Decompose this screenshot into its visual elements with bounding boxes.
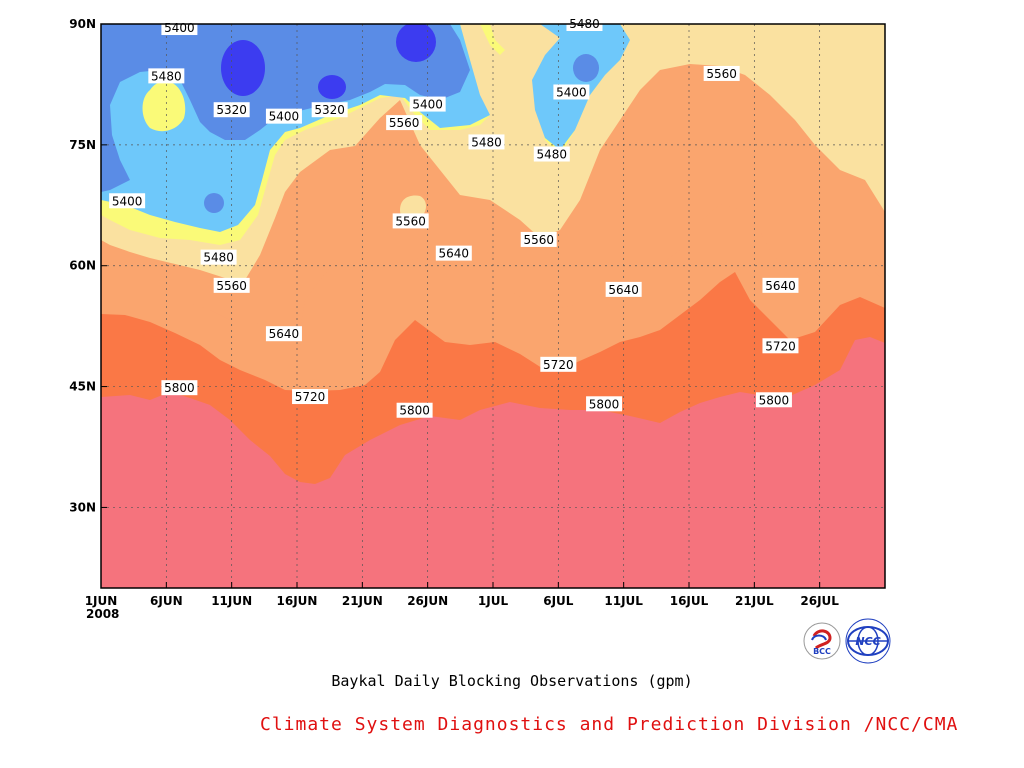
contour-label: 5560 <box>520 231 557 247</box>
contour-label: 5560 <box>213 277 250 293</box>
svg-text:5800: 5800 <box>164 381 195 395</box>
low-5400-island-b <box>573 54 599 82</box>
svg-text:5640: 5640 <box>765 279 796 293</box>
x-tick-label: 1JUL <box>478 594 509 608</box>
band-below-5400-a <box>101 24 470 192</box>
bcc-logo: BCC <box>803 622 841 660</box>
y-axis: 30N 45N 60N 75N 90N <box>69 17 107 514</box>
svg-text:5560: 5560 <box>706 67 737 81</box>
svg-text:5480: 5480 <box>203 251 234 265</box>
contour-label: 5800 <box>396 402 433 418</box>
svg-text:5400: 5400 <box>269 110 300 124</box>
contour-label: 5640 <box>762 277 799 293</box>
contour-label: 5640 <box>605 281 642 297</box>
contour-label: 5400 <box>409 96 446 112</box>
contour-label: 5800 <box>755 392 792 408</box>
low-5320-b <box>318 75 346 99</box>
x-tick-label: 6JUL <box>543 594 574 608</box>
contour-label: 5320 <box>213 102 250 118</box>
low-5320-a <box>221 40 265 96</box>
contour-label: 5560 <box>703 65 740 81</box>
x-axis: 1JUN 6JUN 11JUN 16JUN 21JUN 26JUN 1JUL 6JUL 11JU… <box>85 582 839 608</box>
y-tick-label: 90N <box>69 17 96 31</box>
svg-text:5720: 5720 <box>765 339 796 353</box>
x-tick-label: 11JUN <box>211 594 252 608</box>
x-tick-label: 26JUN <box>407 594 448 608</box>
contour-label: 5480 <box>148 68 185 84</box>
low-5320-c <box>396 24 436 62</box>
low-5400-island <box>204 193 224 213</box>
contour-label: 5480 <box>468 134 505 150</box>
y-tick-label: 45N <box>69 380 96 394</box>
contour-label: 5480 <box>200 249 237 265</box>
contour-label: 5400 <box>109 193 146 209</box>
svg-text:5640: 5640 <box>608 283 639 297</box>
svg-text:5320: 5320 <box>314 103 345 117</box>
y-tick-label: 75N <box>69 138 96 152</box>
contour-label: 5640 <box>435 245 472 261</box>
svg-text:5560: 5560 <box>523 233 554 247</box>
svg-text:5800: 5800 <box>759 393 790 407</box>
contour-label: 5800 <box>161 380 198 396</box>
svg-text:5480: 5480 <box>537 148 568 162</box>
contour-label: 5560 <box>392 213 429 229</box>
svg-text:5560: 5560 <box>216 279 247 293</box>
svg-text:5400: 5400 <box>412 98 443 112</box>
contour-label: 5400 <box>553 84 590 100</box>
svg-text:5480: 5480 <box>151 69 182 83</box>
band-5480-island <box>142 81 186 132</box>
x-tick-label: 1JUN <box>85 594 118 608</box>
x-tick-label: 21JUN <box>342 594 383 608</box>
svg-text:5720: 5720 <box>295 390 326 404</box>
svg-text:5640: 5640 <box>269 327 300 341</box>
x-tick-label: 21JUL <box>735 594 774 608</box>
contour-label: 5320 <box>311 102 348 118</box>
contour-label: 5800 <box>586 396 623 412</box>
ncc-logo: NCC <box>845 618 891 664</box>
x-tick-label: 6JUN <box>150 594 183 608</box>
contour-label: 5400 <box>265 108 302 124</box>
svg-text:5800: 5800 <box>399 404 430 418</box>
x-tick-label: 16JUL <box>670 594 709 608</box>
contour-label: 5560 <box>386 115 423 131</box>
chart-title: Baykal Daily Blocking Observations (gpm) <box>331 672 693 690</box>
svg-text:5400: 5400 <box>556 85 587 99</box>
x-axis-year-label: 2008 <box>86 607 119 621</box>
contour-label: 5640 <box>265 326 302 342</box>
svg-text:5560: 5560 <box>395 214 426 228</box>
contour-labels: 5400 5480 5320 5400 5320 5400 5560 5480 5480 5400… <box>109 16 799 418</box>
svg-text:5560: 5560 <box>389 116 420 130</box>
x-tick-label: 26JUL <box>800 594 839 608</box>
svg-text:5400: 5400 <box>112 194 143 208</box>
contour-label: 5400 <box>161 20 198 36</box>
svg-text:5480: 5480 <box>471 135 502 149</box>
svg-text:BCC: BCC <box>813 647 831 656</box>
high-5560-top <box>490 24 530 50</box>
contour-label: 5720 <box>540 356 577 372</box>
svg-text:5800: 5800 <box>589 397 620 411</box>
svg-text:5720: 5720 <box>543 358 574 372</box>
x-tick-label: 11JUL <box>604 594 643 608</box>
contour-label: 5720 <box>762 338 799 354</box>
svg-text:NCC: NCC <box>855 635 880 648</box>
svg-text:5320: 5320 <box>216 103 247 117</box>
svg-text:5400: 5400 <box>164 21 195 35</box>
y-tick-label: 60N <box>69 259 96 273</box>
contour-label: 5720 <box>292 389 329 405</box>
y-tick-label: 30N <box>69 500 96 514</box>
credit-line: Climate System Diagnostics and Predictio… <box>260 714 959 735</box>
svg-text:5640: 5640 <box>439 247 470 261</box>
contour-label: 5480 <box>533 146 570 162</box>
x-tick-label: 16JUN <box>277 594 318 608</box>
